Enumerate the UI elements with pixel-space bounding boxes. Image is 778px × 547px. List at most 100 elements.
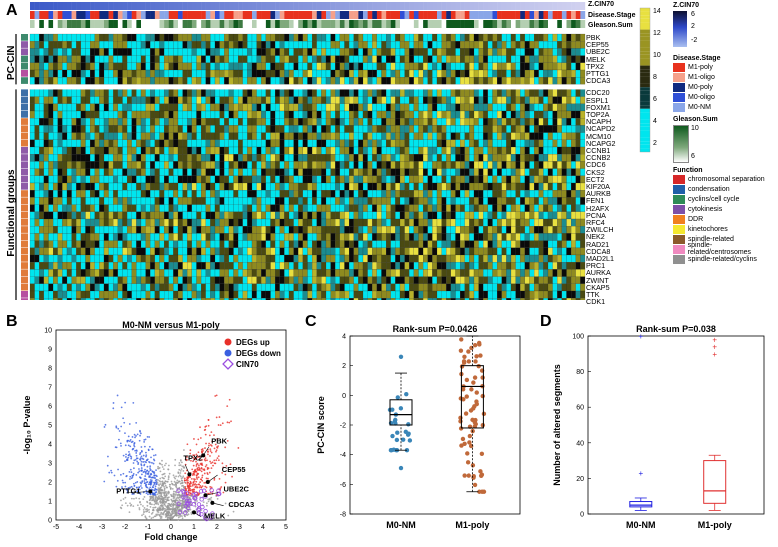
- heatmap-cell: [48, 62, 54, 71]
- heatmap-cell: [321, 96, 327, 104]
- heatmap-cell: [376, 154, 382, 162]
- heatmap-cell: [487, 283, 493, 292]
- heatmap-cell: [409, 96, 414, 104]
- heatmap-cell: [358, 103, 364, 112]
- heatmap-cell: [177, 77, 183, 85]
- heatmap-cell: [177, 62, 183, 71]
- heatmap-cell: [182, 233, 188, 241]
- heatmap-cell: [238, 247, 243, 256]
- heatmap-cell: [242, 125, 248, 133]
- heatmap-cell: [164, 41, 169, 49]
- heatmap-figure: [15, 2, 651, 300]
- heatmap-cell: [376, 125, 382, 133]
- heatmap-cell: [524, 247, 530, 256]
- heatmap-cell: [145, 139, 151, 148]
- heatmap-cell: [390, 290, 396, 299]
- heatmap-cell: [228, 33, 234, 42]
- heatmap-cell: [145, 55, 151, 63]
- heatmap-cell: [275, 161, 280, 169]
- heatmap-cell: [506, 103, 512, 112]
- heatmap-cell: [413, 118, 419, 126]
- heatmap-cell: [168, 197, 174, 205]
- heatmap-cell: [307, 298, 313, 300]
- heatmap-cell: [404, 290, 410, 299]
- heatmap-cell: [497, 168, 502, 176]
- heatmap-cell: [71, 41, 77, 49]
- heatmap-cell: [275, 254, 280, 263]
- heatmap-cell: [80, 226, 86, 234]
- heatmap-cell: [450, 77, 456, 85]
- heatmap-cell: [127, 110, 132, 119]
- heatmap-cell: [90, 175, 95, 184]
- heatmap-cell: [473, 69, 479, 78]
- heatmap-cell: [395, 132, 401, 140]
- heatmap-cell: [224, 269, 229, 277]
- heatmap-cell: [381, 69, 387, 78]
- heatmap-cell: [131, 154, 137, 162]
- heatmap-cell: [48, 254, 54, 263]
- heatmap-cell: [302, 103, 308, 112]
- heatmap-cell: [205, 276, 211, 284]
- heatmap-cell: [247, 247, 253, 256]
- heatmap-cell: [418, 211, 424, 220]
- heatmap-cell: [367, 110, 373, 119]
- heatmap-cell: [515, 175, 521, 184]
- heatmap-cell: [506, 262, 512, 270]
- heatmap-cell: [71, 125, 77, 133]
- heatmap-cell: [409, 175, 414, 184]
- heatmap-cell: [386, 262, 391, 270]
- heatmap-cell: [524, 55, 530, 63]
- heatmap-cell: [524, 190, 530, 198]
- heatmap-cell: [344, 146, 350, 155]
- heatmap-cell: [367, 154, 373, 162]
- zcin-cell: [159, 2, 165, 10]
- heatmap-cell: [177, 240, 183, 248]
- heatmap-cell: [247, 254, 253, 263]
- heatmap-cell: [501, 233, 507, 241]
- heatmap-cell: [367, 41, 373, 49]
- heatmap-cell: [497, 103, 502, 112]
- heatmap-cell: [561, 146, 567, 155]
- heatmap-cell: [219, 55, 225, 63]
- gleason-cell: [492, 20, 498, 28]
- heatmap-cell: [339, 269, 345, 277]
- heatmap-cell: [108, 146, 114, 155]
- gleason-cell: [335, 20, 341, 28]
- heatmap-cell: [164, 96, 169, 104]
- heatmap-cell: [409, 168, 414, 176]
- heatmap-cell: [547, 168, 553, 176]
- heatmap-cell: [390, 96, 396, 104]
- heatmap-cell: [29, 254, 35, 263]
- heatmap-cell: [307, 103, 313, 112]
- heatmap-cell: [330, 182, 336, 191]
- heatmap-cell: [29, 233, 35, 241]
- heatmap-cell: [43, 161, 49, 169]
- heatmap-cell: [330, 233, 336, 241]
- heatmap-cell: [580, 41, 586, 49]
- heatmap-cell: [552, 161, 558, 169]
- heatmap-cell: [534, 41, 539, 49]
- stage-cell: [191, 11, 197, 19]
- heatmap-cell: [164, 276, 169, 284]
- heatmap-cell: [501, 77, 507, 85]
- heatmap-cell: [270, 89, 276, 97]
- heatmap-cell: [381, 182, 387, 191]
- heatmap-cell: [534, 125, 539, 133]
- heatmap-cell: [80, 89, 86, 97]
- heatmap-cell: [173, 182, 179, 191]
- heatmap-cell: [90, 139, 95, 148]
- heatmap-cell: [214, 96, 220, 104]
- heatmap-cell: [191, 96, 197, 104]
- heatmap-cell: [293, 62, 299, 71]
- heatmap-cell: [182, 211, 188, 220]
- heatmap-cell: [108, 69, 114, 78]
- heatmap-cell: [302, 190, 308, 198]
- heatmap-cell: [330, 283, 336, 292]
- heatmap-cell: [187, 77, 192, 85]
- heatmap-cell: [325, 161, 331, 169]
- heatmap-cell: [99, 226, 105, 234]
- heatmap-cell: [399, 77, 405, 85]
- heatmap-cell: [145, 269, 151, 277]
- heatmap-cell: [154, 139, 160, 148]
- heatmap-cell: [164, 240, 169, 248]
